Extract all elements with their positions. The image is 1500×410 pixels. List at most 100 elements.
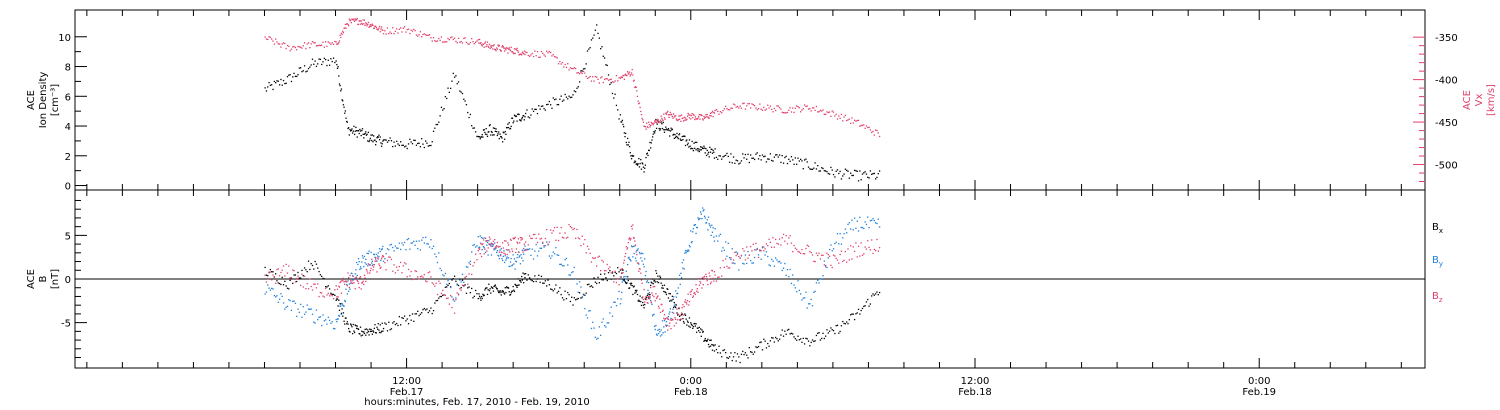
data-point [369, 137, 372, 140]
data-point [499, 291, 501, 294]
data-point [714, 344, 716, 346]
data-point [877, 218, 879, 220]
data-point [765, 347, 768, 349]
data-point [385, 139, 387, 141]
data-point [660, 115, 662, 117]
data-point [501, 259, 504, 262]
data-point [490, 245, 492, 247]
data-point [514, 236, 516, 238]
data-point [538, 105, 540, 107]
data-point [739, 105, 741, 107]
data-point [775, 257, 777, 259]
data-point [436, 293, 439, 296]
data-point [346, 120, 348, 123]
data-point [371, 260, 374, 262]
data-point [500, 135, 502, 138]
data-point [551, 55, 553, 57]
data-point [822, 254, 824, 256]
data-point [601, 321, 603, 323]
data-point [349, 20, 351, 22]
data-point [747, 153, 749, 155]
data-point [302, 45, 304, 47]
data-point [417, 35, 419, 37]
data-point [419, 276, 422, 278]
data-point [567, 291, 569, 294]
data-point [359, 20, 361, 22]
data-point [756, 248, 758, 251]
data-point [792, 107, 794, 109]
data-point [664, 291, 666, 293]
data-point [411, 143, 414, 145]
data-point [676, 314, 679, 316]
data-point [563, 66, 565, 68]
data-point [564, 93, 566, 96]
data-point [653, 279, 656, 282]
data-point [664, 129, 666, 131]
data-point [517, 253, 519, 256]
data-point [823, 260, 825, 262]
data-point [373, 253, 375, 256]
data-point [313, 63, 315, 65]
data-point [871, 239, 873, 241]
data-point [839, 117, 841, 120]
data-point [683, 135, 685, 137]
data-point [413, 139, 415, 141]
bottom-panel: -505 ACE B [nT] Bx By Bz [26, 189, 1443, 369]
data-point [704, 116, 706, 118]
data-point [492, 290, 495, 292]
data-point [524, 245, 526, 247]
data-point [471, 251, 473, 253]
data-point [712, 149, 714, 152]
data-point [504, 47, 506, 49]
data-point [584, 238, 586, 241]
data-point [657, 305, 660, 307]
data-point [688, 304, 690, 306]
data-point [658, 127, 660, 130]
data-point [659, 119, 662, 121]
data-point [473, 261, 475, 264]
data-point [267, 274, 269, 277]
data-point [649, 126, 651, 128]
data-point [646, 302, 649, 304]
data-point [418, 314, 420, 317]
data-point [625, 246, 627, 248]
data-point [343, 27, 345, 29]
data-point [624, 135, 626, 138]
data-point [292, 300, 294, 302]
data-point [615, 272, 618, 275]
data-point [755, 153, 757, 155]
data-point [516, 241, 518, 243]
data-point [460, 91, 462, 93]
data-point [838, 332, 840, 334]
data-point [380, 257, 383, 260]
data-point [764, 109, 766, 111]
data-point [527, 248, 529, 251]
data-point [877, 294, 879, 296]
data-point [370, 25, 372, 28]
data-point [571, 296, 573, 298]
data-point [511, 117, 513, 119]
data-point [446, 297, 448, 300]
data-point [704, 217, 706, 219]
data-point [507, 287, 510, 289]
data-point [625, 141, 627, 144]
data-point [632, 155, 635, 157]
data-point [552, 97, 554, 99]
data-point [517, 113, 519, 115]
data-point [497, 254, 499, 257]
data-point [713, 280, 715, 282]
data-point [575, 237, 577, 240]
data-point [432, 309, 435, 312]
data-point [700, 328, 702, 330]
data-point [457, 81, 460, 83]
data-point [356, 136, 358, 138]
data-point [768, 238, 770, 240]
data-point [431, 247, 433, 250]
data-point [559, 263, 561, 266]
data-point [542, 52, 544, 54]
data-point [856, 170, 858, 173]
data-point [428, 271, 431, 273]
data-point [294, 274, 297, 276]
data-point [712, 227, 714, 229]
